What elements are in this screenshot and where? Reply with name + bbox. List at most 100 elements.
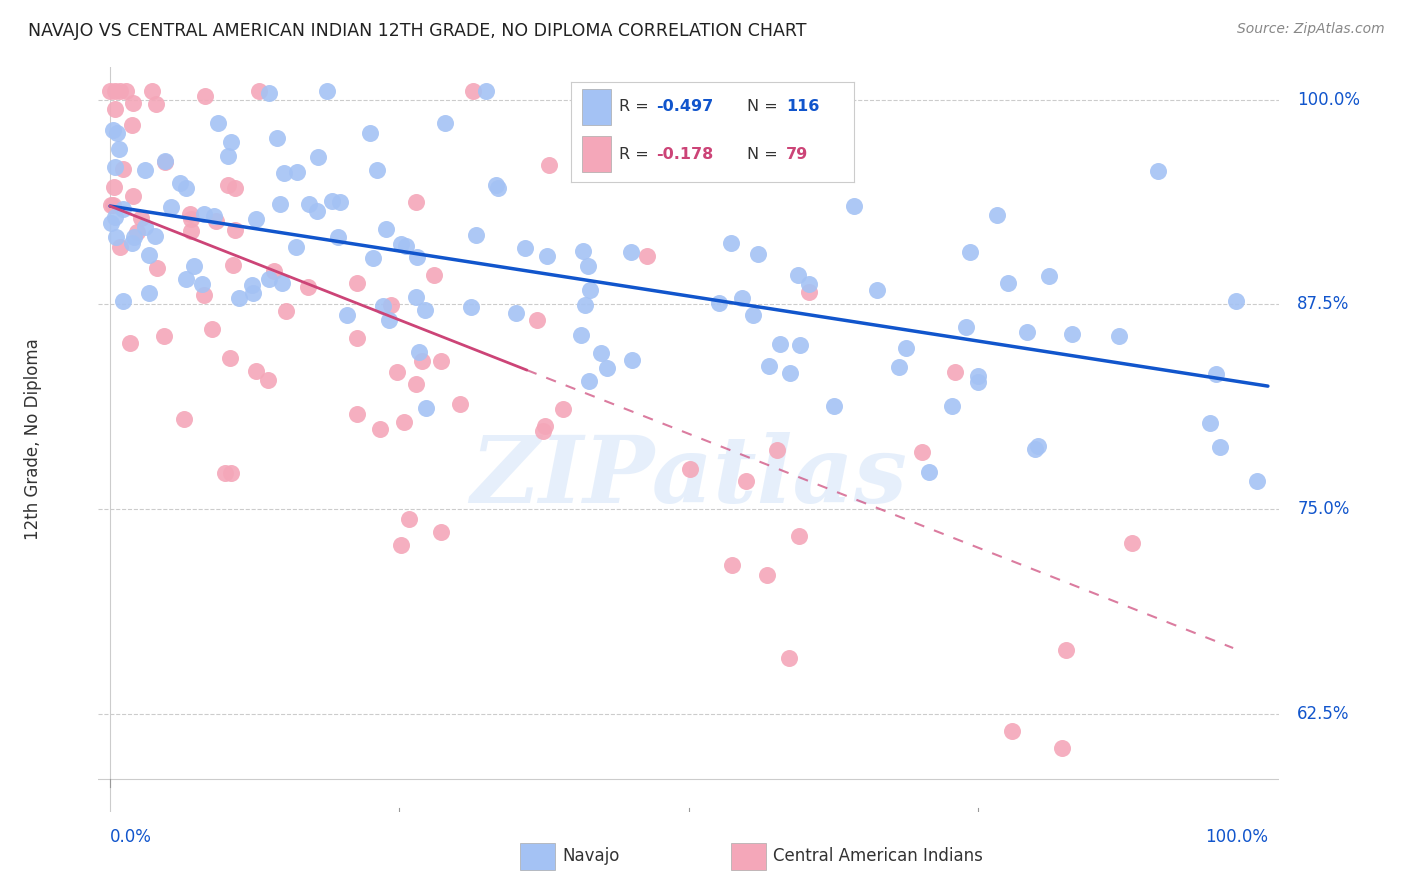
Point (218, 351, 240, 366)
Point (966, 369, 988, 384)
Text: 87.5%: 87.5% (1298, 295, 1350, 313)
Point (405, 289, 427, 303)
Point (257, 272, 280, 286)
Point (263, 264, 285, 278)
Point (398, 512, 420, 526)
Point (911, 444, 934, 458)
Point (731, 291, 754, 305)
Point (385, 365, 408, 379)
Point (465, 227, 488, 242)
Point (105, 127, 128, 141)
Point (1147, 164, 1170, 178)
Point (141, 85, 163, 99)
Point (100, 198, 122, 212)
Point (205, 214, 228, 228)
Point (595, 361, 617, 376)
Point (127, 225, 149, 239)
Point (285, 164, 308, 178)
Point (797, 285, 820, 299)
Text: 100.0%: 100.0% (1205, 828, 1268, 847)
Point (115, 85, 138, 99)
Point (505, 305, 527, 319)
Point (122, 95, 145, 110)
Point (222, 258, 245, 272)
Point (159, 200, 181, 214)
Point (108, 240, 131, 254)
Point (138, 286, 160, 301)
Point (173, 412, 195, 426)
Point (576, 259, 599, 273)
Point (720, 235, 742, 250)
Point (1225, 293, 1247, 308)
Point (391, 538, 413, 552)
Point (756, 567, 779, 582)
Point (368, 422, 391, 436)
Point (224, 223, 246, 237)
Point (945, 365, 967, 379)
Point (297, 280, 319, 294)
Text: ZIPatlas: ZIPatlas (471, 432, 907, 522)
Point (207, 116, 229, 130)
Point (193, 207, 215, 221)
Point (430, 354, 453, 368)
Point (889, 359, 911, 374)
Point (359, 126, 381, 140)
Point (104, 85, 127, 99)
Point (219, 135, 242, 149)
Point (257, 86, 280, 100)
Point (405, 195, 427, 210)
Point (1024, 442, 1046, 456)
Point (108, 142, 131, 156)
Point (112, 161, 135, 176)
Point (747, 247, 769, 261)
Text: Central American Indians: Central American Indians (773, 847, 983, 865)
Point (1038, 268, 1060, 283)
Point (679, 462, 702, 476)
Point (579, 283, 602, 297)
Point (380, 298, 402, 312)
Point (571, 244, 593, 259)
Point (636, 249, 658, 263)
Point (124, 230, 146, 244)
Point (366, 163, 388, 178)
Point (245, 364, 267, 378)
Point (121, 118, 143, 132)
Point (537, 158, 560, 172)
Point (941, 400, 963, 414)
Text: Navajo: Navajo (562, 847, 620, 865)
Text: 0.0%: 0.0% (110, 828, 152, 847)
Point (1060, 327, 1083, 342)
Point (315, 85, 337, 99)
Point (101, 198, 124, 212)
Point (111, 294, 134, 309)
Point (98, 85, 121, 99)
Point (131, 211, 153, 226)
Point (986, 208, 1008, 222)
Point (449, 397, 471, 411)
Point (461, 85, 484, 99)
Point (180, 212, 202, 227)
Text: 75.0%: 75.0% (1298, 500, 1350, 518)
Point (621, 353, 644, 368)
Point (307, 150, 329, 164)
Point (145, 97, 167, 112)
Point (180, 224, 202, 238)
Point (242, 285, 264, 300)
Point (720, 558, 742, 573)
Point (574, 298, 596, 312)
Point (842, 198, 865, 212)
Point (371, 299, 394, 313)
Point (266, 131, 288, 145)
Point (430, 525, 453, 540)
Point (485, 178, 508, 192)
Point (104, 161, 127, 175)
Point (1205, 367, 1227, 381)
Point (1001, 724, 1024, 739)
Point (285, 240, 308, 254)
Point (707, 295, 730, 310)
Point (408, 345, 430, 359)
Text: NAVAJO VS CENTRAL AMERICAN INDIAN 12TH GRADE, NO DIPLOMA CORRELATION CHART: NAVAJO VS CENTRAL AMERICAN INDIAN 12TH G… (28, 22, 807, 40)
Point (305, 203, 328, 218)
Point (257, 373, 280, 387)
Text: 100.0%: 100.0% (1298, 91, 1360, 109)
